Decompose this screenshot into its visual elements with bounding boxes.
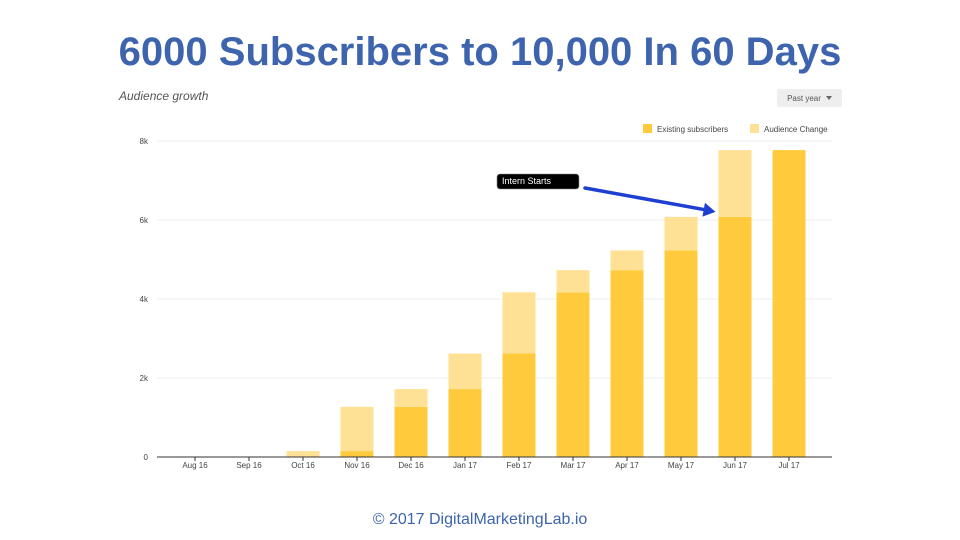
x-tick-label: Dec 16: [398, 461, 424, 470]
y-tick-label: 6k: [140, 216, 149, 225]
annotation-text: Intern Starts: [502, 176, 552, 186]
range-dropdown[interactable]: Past year: [777, 89, 842, 107]
x-tick-label: Nov 16: [344, 461, 370, 470]
bar-existing: [394, 406, 428, 457]
bar-change: [502, 292, 536, 354]
annotation-callout: [496, 173, 580, 190]
footer-copyright: © 2017 DigitalMarketingLab.io: [372, 511, 588, 528]
chevron-down-icon: [825, 96, 832, 100]
bar-change: [664, 216, 698, 251]
panel-title: Audience growth: [119, 89, 209, 103]
y-tick-label: 2k: [140, 374, 149, 383]
legend-label: Existing subscribers: [657, 125, 728, 134]
bar-existing: [502, 353, 536, 457]
x-tick-label: Jun 17: [723, 461, 748, 470]
audience-growth-chart: 0 2k 4k 6k 8k Aug 16 Sep 16 Oct 16 Nov 16 Dec 16 J…: [140, 124, 832, 470]
bar-change: [340, 406, 374, 452]
annotation-arrow: [583, 186, 708, 212]
bar-existing: [556, 292, 590, 457]
bar-existing: [718, 216, 752, 457]
legend-swatch: [750, 124, 759, 133]
x-tick-label: Oct 16: [291, 461, 315, 470]
bar-change: [286, 451, 320, 457]
bar-change: [556, 270, 590, 293]
bar-change: [610, 250, 644, 271]
slide-title: 6000 Subscribers to 10,000 In 60 Days: [118, 30, 842, 74]
legend-label: Audience Change: [764, 125, 828, 134]
x-tick-label: Apr 17: [615, 461, 639, 470]
bar-change: [718, 150, 752, 217]
x-tick-label: Aug 16: [182, 461, 208, 470]
x-tick-label: Jul 17: [778, 461, 800, 470]
x-tick-label: Jan 17: [453, 461, 478, 470]
bar-existing: [448, 389, 482, 457]
x-tick-label: May 17: [668, 461, 695, 470]
x-tick-label: Sep 16: [236, 461, 262, 470]
bar-change: [448, 353, 482, 390]
bar-existing: [340, 451, 374, 457]
y-tick-label: 0: [144, 453, 149, 462]
range-dropdown-label: Past year: [787, 93, 821, 103]
bar-existing: [610, 270, 644, 457]
x-tick-label: Feb 17: [507, 461, 532, 470]
bar-change: [394, 389, 428, 407]
annotation-arrowhead: [702, 202, 716, 217]
x-tick-label: Mar 17: [561, 461, 586, 470]
bar-existing: [664, 250, 698, 457]
y-tick-label: 4k: [140, 295, 149, 304]
legend-swatch: [643, 124, 652, 133]
y-tick-label: 8k: [140, 137, 149, 146]
bar-existing: [772, 150, 806, 457]
